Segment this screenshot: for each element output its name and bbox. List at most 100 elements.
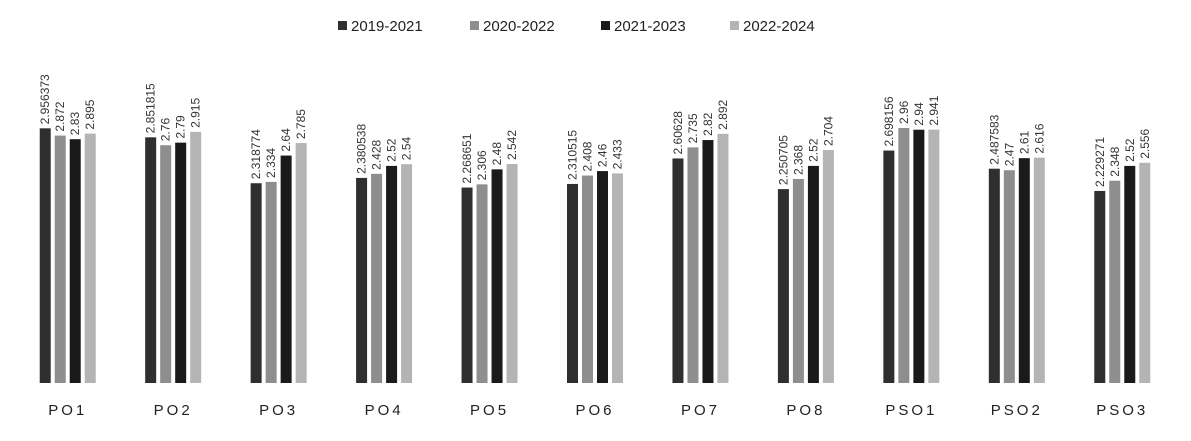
data-label: 2.735 [686,113,700,143]
data-label: 2.46 [596,143,610,167]
bar-PO3-2022-2024 [295,143,307,383]
data-label: 2.318774 [249,129,263,179]
bar-PO8-2020-2022 [792,179,804,383]
bar-PO3-2019-2021 [250,183,262,383]
bar-PO5-2022-2024 [506,164,518,383]
data-label: 2.76 [159,118,173,142]
bar-PO7-2019-2021 [672,158,684,383]
data-label: 2.542 [505,130,519,160]
bar-PO5-2020-2022 [476,184,488,383]
x-tick-label: PO5 [470,402,509,419]
data-label: 2.52 [806,138,820,162]
legend-label: 2021-2023 [614,18,686,35]
bar-PSO2-2022-2024 [1033,157,1045,383]
bar-PSO2-2020-2022 [1003,170,1015,383]
data-label: 2.380538 [355,124,369,174]
legend-label: 2022-2024 [743,18,815,35]
bar-PO5-2021-2023 [491,169,503,383]
bar-PO8-2019-2021 [777,189,789,383]
legend-swatch-2019-2021 [338,21,347,30]
bar-PO3-2021-2023 [280,155,292,383]
legend-swatch-2021-2023 [601,21,610,30]
data-label: 2.556 [1138,128,1152,158]
x-tick-label: PSO1 [885,402,937,419]
data-label: 2.428 [370,139,384,169]
bar-PSO3-2019-2021 [1094,190,1106,383]
data-label: 2.82 [701,112,715,136]
data-label: 2.895 [83,99,97,129]
data-label: 2.54 [400,137,414,161]
data-label: 2.52 [385,138,399,162]
data-label: 2.79 [174,115,188,139]
x-tick-label: PO4 [365,402,404,419]
data-label: 2.698156 [882,96,896,146]
data-label: 2.268651 [460,133,474,183]
legend-swatch-2020-2022 [470,21,479,30]
x-tick-label: PO2 [154,402,193,419]
data-label: 2.94 [912,102,926,126]
bar-PO1-2021-2023 [69,139,81,383]
data-label: 2.487583 [987,114,1001,164]
bar-PSO3-2020-2022 [1109,180,1121,383]
bar-PO1-2022-2024 [84,133,96,383]
bar-PO6-2021-2023 [597,171,608,383]
bar-PO2-2020-2022 [160,145,172,383]
data-label: 2.368 [791,145,805,175]
bar-PO3-2020-2022 [265,181,277,383]
x-tick-label: PSO2 [991,402,1043,419]
bar-PSO1-2019-2021 [883,150,895,383]
data-label: 2.334 [264,148,278,178]
legend: 2019-2021 2020-2022 2021-2023 2022-2024 [338,18,815,35]
data-label: 2.433 [611,139,625,169]
bar-PO5-2019-2021 [461,187,473,383]
data-label: 2.61 [1017,130,1031,154]
bar-PO4-2022-2024 [401,164,413,383]
data-label: 2.348 [1108,146,1122,176]
data-label: 2.47 [1002,143,1016,167]
data-label: 2.64 [279,128,293,152]
bar-PO7-2021-2023 [702,140,714,383]
bar-PSO1-2022-2024 [928,129,940,383]
bar-PO6-2019-2021 [567,183,578,383]
data-label: 2.892 [716,100,730,130]
data-label: 2.941 [927,95,941,125]
bar-PO1-2019-2021 [39,128,51,383]
data-label: 2.48 [490,142,504,166]
data-label: 2.52 [1123,138,1137,162]
data-label: 2.229271 [1093,137,1107,187]
data-label: 2.915 [189,98,203,128]
data-label: 2.310515 [566,130,580,180]
data-labels: 2.956373 2.872 2.83 2.895 2.851815 2.76 2.79 2.… [38,74,1152,187]
bar-PO2-2022-2024 [190,131,202,383]
bar-PO7-2020-2022 [687,147,699,383]
bar-PO2-2021-2023 [175,142,187,383]
legend-swatch-2022-2024 [730,21,739,30]
data-label: 2.956373 [38,74,52,124]
data-label: 2.408 [581,141,595,171]
legend-label: 2019-2021 [351,18,423,35]
bars [39,128,1151,383]
x-axis-tick-labels: PO1 PO2 PO3 PO4 PO5 PO6 PO7 PO8 PSO1 PSO2 PSO3 [48,402,1145,419]
bar-PSO1-2020-2022 [898,128,910,383]
data-label: 2.83 [68,112,82,136]
bar-PSO2-2019-2021 [988,168,1000,383]
bar-PO4-2021-2023 [386,165,398,383]
bar-PO8-2022-2024 [822,150,834,383]
data-label: 2.872 [53,101,67,131]
data-label: 2.60628 [671,111,685,155]
bar-PSO1-2021-2023 [913,129,925,383]
bar-PSO3-2022-2024 [1139,162,1151,383]
bar-PO6-2022-2024 [612,173,623,383]
bar-PO8-2021-2023 [807,165,819,383]
bar-PO1-2020-2022 [54,135,66,383]
x-tick-label: PO3 [259,402,298,419]
x-tick-label: PO1 [48,402,87,419]
data-label: 2.250705 [776,135,790,185]
bar-PSO2-2021-2023 [1018,158,1030,383]
bar-PO2-2019-2021 [145,137,157,383]
bar-PSO3-2021-2023 [1124,165,1136,383]
data-label: 2.704 [821,116,835,146]
bar-PO4-2019-2021 [356,177,368,383]
data-label: 2.96 [897,100,911,124]
